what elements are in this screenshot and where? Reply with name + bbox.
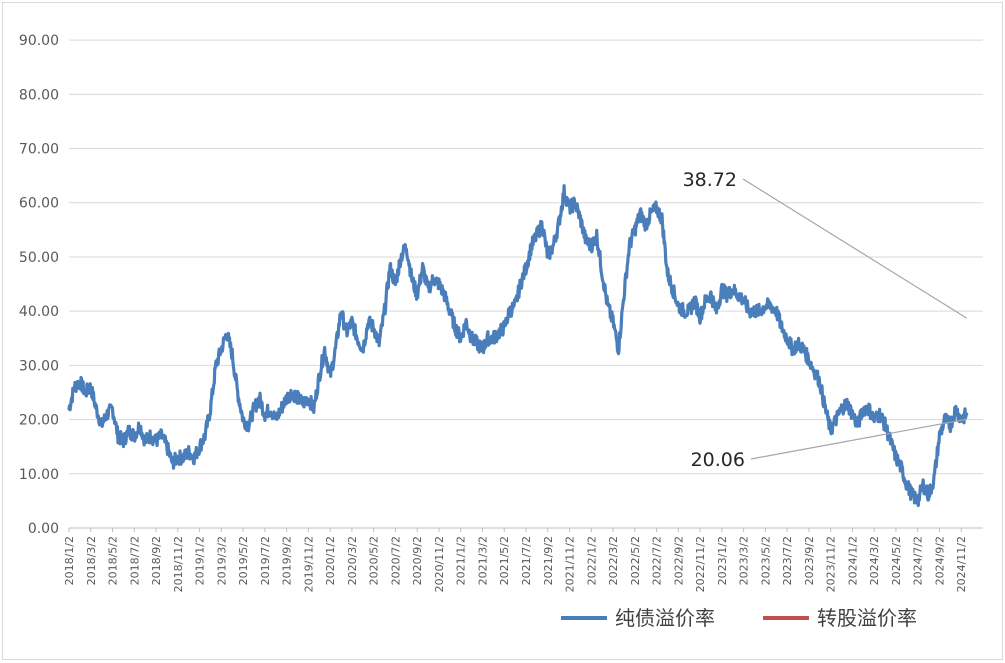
x-axis-ticks: 2018/1/2 2018/3/2 2018/5/2 2018/7/2 2018/9/2… [63,528,968,592]
x-tick-label: 2024/7/2 [912,536,925,585]
x-tick-label: 2023/7/2 [781,536,794,585]
x-tick-label: 2024/1/2 [846,536,859,585]
annotation-leader [750,418,967,460]
x-tick-label: 2021/1/2 [455,536,468,585]
series-layer [67,184,969,508]
x-tick-label: 2022/1/2 [585,536,598,585]
x-tick-label: 2024/5/2 [890,536,903,585]
x-tick-label: 2023/3/2 [738,536,751,585]
x-tick-label: 2021/5/2 [498,536,511,585]
annotation-label: 20.06 [691,449,745,471]
x-tick-label: 2022/9/2 [672,536,685,585]
x-tick-label: 2023/1/2 [716,536,729,585]
y-tick-label: 10.00 [19,467,59,483]
x-tick-label: 2023/9/2 [803,536,816,585]
x-tick-label: 2021/11/2 [564,536,577,592]
x-tick-label: 2020/3/2 [346,536,359,585]
x-tick-label: 2018/9/2 [150,536,163,585]
annotation-leader [742,178,967,319]
x-tick-label: 2022/11/2 [694,536,707,592]
x-tick-label: 2021/7/2 [520,536,533,585]
gridlines [69,39,983,475]
x-tick-label: 2022/5/2 [629,536,642,585]
x-tick-label: 2022/7/2 [651,536,664,585]
legend-label: 纯债溢价率 [615,606,715,630]
legend: 纯债溢价率 转股溢价率 [561,606,917,630]
x-tick-label: 2018/3/2 [85,536,98,585]
x-tick-label: 2023/11/2 [825,536,838,592]
y-tick-label: 70.00 [19,142,59,158]
x-tick-label: 2019/3/2 [215,536,228,585]
x-tick-label: 2024/3/2 [868,536,881,585]
series-line-pure-bond-premium [67,184,969,508]
x-tick-label: 2022/3/2 [607,536,620,585]
x-tick-label: 2020/9/2 [411,536,424,585]
y-tick-label: 90.00 [19,33,59,49]
y-tick-label: 30.00 [19,358,59,374]
x-tick-label: 2024/9/2 [933,536,946,585]
y-tick-label: 50.00 [19,250,59,266]
x-tick-label: 2018/11/2 [172,536,185,592]
y-tick-label: 40.00 [19,304,59,320]
x-tick-label: 2024/11/2 [955,536,968,592]
x-tick-label: 2021/9/2 [542,536,555,585]
x-tick-label: 2023/5/2 [759,536,772,585]
annotation-layer: 38.72 20.06 [683,169,967,471]
x-tick-label: 2019/1/2 [194,536,207,585]
x-tick-label: 2021/3/2 [476,536,489,585]
annotation-label: 38.72 [683,169,737,191]
x-tick-label: 2018/1/2 [63,536,76,585]
y-axis-ticks: 0.00 10.00 20.00 30.00 40.00 50.00 60.00 70.00 8… [19,33,59,537]
x-tick-label: 2019/5/2 [237,536,250,585]
x-tick-label: 2018/5/2 [107,536,120,585]
x-tick-label: 2018/7/2 [128,536,141,585]
line-chart: 0.00 10.00 20.00 30.00 40.00 50.00 60.00 70.00 8… [3,3,983,630]
x-tick-label: 2019/11/2 [302,536,315,592]
y-tick-label: 80.00 [19,87,59,103]
x-tick-label: 2019/9/2 [281,536,294,585]
x-tick-label: 2019/7/2 [259,536,272,585]
x-tick-label: 2020/7/2 [389,536,402,585]
legend-label: 转股溢价率 [817,606,917,630]
x-tick-label: 2020/11/2 [433,536,446,592]
x-tick-label: 2020/1/2 [324,536,337,585]
y-tick-label: 0.00 [28,521,59,537]
y-tick-label: 60.00 [19,196,59,212]
y-tick-label: 20.00 [19,413,59,429]
x-tick-label: 2020/5/2 [368,536,381,585]
